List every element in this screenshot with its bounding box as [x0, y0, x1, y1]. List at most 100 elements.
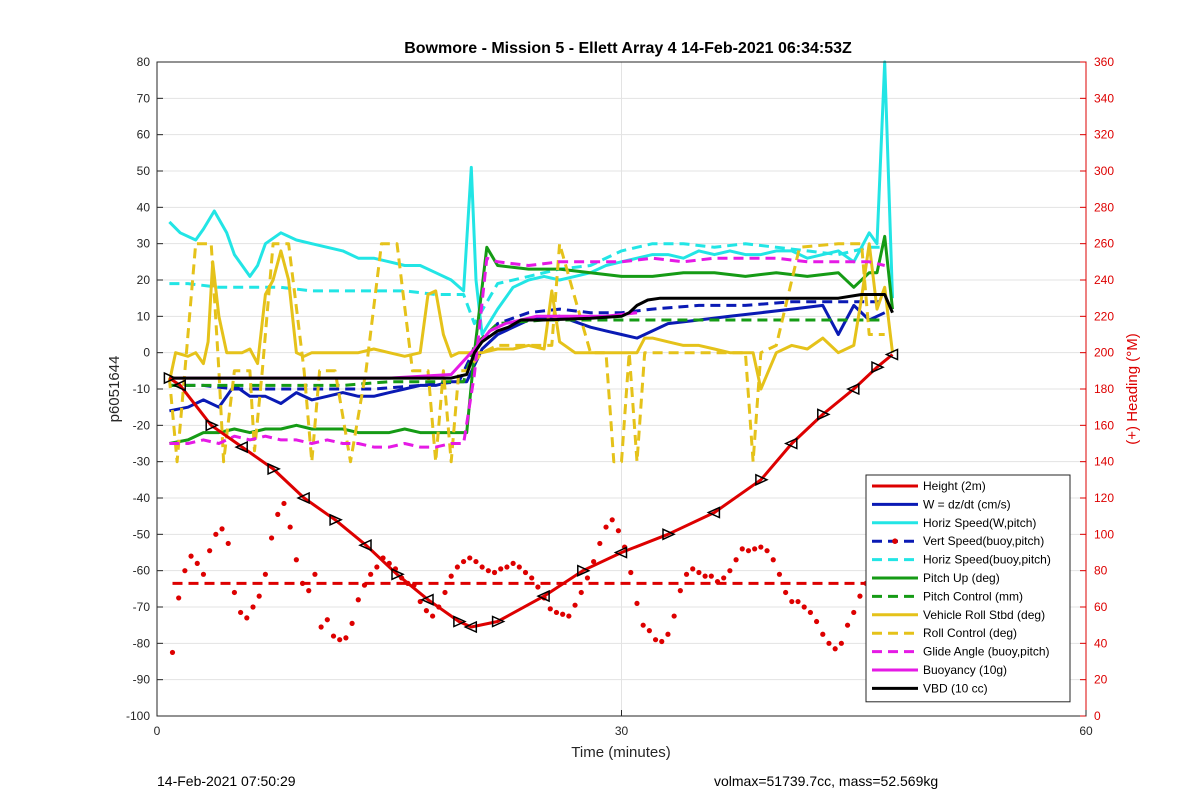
legend-label: Glide Angle (buoy,pitch)	[923, 645, 1050, 659]
height-marker	[267, 462, 281, 476]
y-tick-label: 80	[137, 55, 151, 69]
heading-point	[584, 575, 591, 581]
heading-point	[275, 511, 281, 517]
y-tick-label: -90	[133, 673, 151, 687]
height-marker	[817, 408, 831, 421]
legend-label: Vert Speed(buoy,pitch)	[923, 534, 1044, 548]
heading-point	[795, 598, 801, 605]
heading-point	[652, 637, 659, 643]
y-tick-label: 70	[137, 91, 151, 105]
right-y-tick-label: 240	[1094, 273, 1114, 287]
height-marker	[491, 615, 506, 628]
legend-label: Horiz Speed(W,pitch)	[923, 516, 1036, 530]
x-axis-label: Time (minutes)	[571, 744, 670, 761]
series-glide-angle-buoy-pitch	[169, 256, 886, 449]
heading-point	[256, 593, 262, 599]
heading-point	[702, 573, 708, 579]
right-y-tick-label: 160	[1094, 418, 1114, 432]
x-ticks: 0 30 60	[154, 710, 1093, 738]
right-y-tick-label: 260	[1094, 237, 1114, 251]
y-tick-label: -70	[133, 600, 151, 614]
heading-point	[690, 566, 696, 572]
heading-point	[733, 557, 739, 563]
right-y-tick-label: 60	[1094, 600, 1108, 614]
heading-point	[776, 571, 783, 577]
heading-point	[194, 560, 200, 567]
heading-point	[504, 564, 510, 570]
right-y-tick-label: 80	[1094, 564, 1108, 578]
heading-point	[646, 628, 652, 634]
y-tick-label: -10	[133, 382, 151, 396]
height-marker	[453, 615, 467, 628]
heading-point	[683, 571, 690, 577]
height-marker	[463, 620, 478, 634]
heading-point	[708, 573, 714, 579]
heading-point	[343, 635, 349, 641]
heading-point	[739, 546, 745, 552]
height-marker	[234, 440, 248, 454]
heading-point	[566, 613, 572, 619]
series-horiz-speed-buoy-pitch	[169, 242, 885, 326]
heading-point	[721, 575, 727, 581]
legend-label: Roll Control (deg)	[923, 626, 1017, 640]
heading-point	[727, 568, 733, 574]
height-marker	[420, 593, 434, 606]
heading-point	[182, 568, 188, 574]
series-w-dz-dt-cm-s	[169, 303, 886, 413]
heading-point	[789, 598, 795, 605]
heading-point	[423, 608, 430, 614]
heading-point	[312, 571, 318, 577]
chart-title: Bowmore - Mission 5 - Ellett Array 4 14-…	[404, 40, 852, 57]
right-y-tick-label: 120	[1094, 491, 1114, 505]
heading-point	[826, 640, 832, 646]
heading-point	[287, 524, 293, 530]
y-tick-label: 60	[137, 128, 151, 142]
heading-point	[318, 624, 324, 630]
height-marker	[884, 348, 899, 361]
height-marker	[871, 361, 885, 374]
legend-label: Height (2m)	[923, 479, 986, 493]
legend-label: W = dz/dt (cm/s)	[923, 497, 1011, 511]
height-marker	[205, 419, 220, 432]
heading-point	[225, 540, 231, 547]
heading-point	[677, 588, 683, 594]
heading-point	[200, 571, 207, 577]
heading-point	[374, 564, 380, 570]
legend-label: Pitch Control (mm)	[923, 589, 1023, 603]
y-tick-label: 10	[137, 309, 151, 323]
heading-point	[560, 611, 566, 617]
y-axis-label: p6051644	[106, 356, 123, 423]
right-y-tick-label: 0	[1094, 709, 1101, 723]
heading-point	[745, 548, 752, 554]
heading-point	[553, 609, 560, 616]
right-y-tick-label: 220	[1094, 309, 1114, 323]
height-marker	[536, 589, 550, 603]
y-tick-label: 40	[137, 200, 151, 214]
heading-point	[213, 531, 219, 537]
series-vert-speed-buoy-pitch	[169, 300, 885, 391]
y-tick-label: -50	[133, 527, 151, 541]
height-marker	[662, 528, 676, 541]
heading-point	[293, 557, 299, 563]
height-marker	[329, 513, 343, 526]
heading-point	[498, 566, 504, 572]
heading-point	[634, 600, 640, 606]
series-horiz-speed-w-pitch	[168, 60, 894, 336]
heading-point	[813, 618, 820, 625]
heading-point	[758, 544, 764, 550]
heading-point	[529, 575, 535, 581]
legend-label: Horiz Speed(buoy,pitch)	[923, 553, 1051, 567]
heading-point	[591, 558, 597, 565]
heading-point	[640, 622, 646, 628]
heading-point	[188, 553, 194, 559]
heading-point	[491, 569, 498, 576]
y-tick-label: -60	[133, 564, 151, 578]
legend-marker	[892, 538, 898, 544]
heading-point	[349, 620, 355, 626]
height-marker	[577, 564, 591, 577]
legend: Height (2m) W = dz/dt (cm/s) Horiz Speed(W…	[865, 474, 1071, 703]
height-marker	[358, 539, 372, 552]
heading-point	[510, 560, 516, 567]
heading-point	[169, 649, 176, 656]
